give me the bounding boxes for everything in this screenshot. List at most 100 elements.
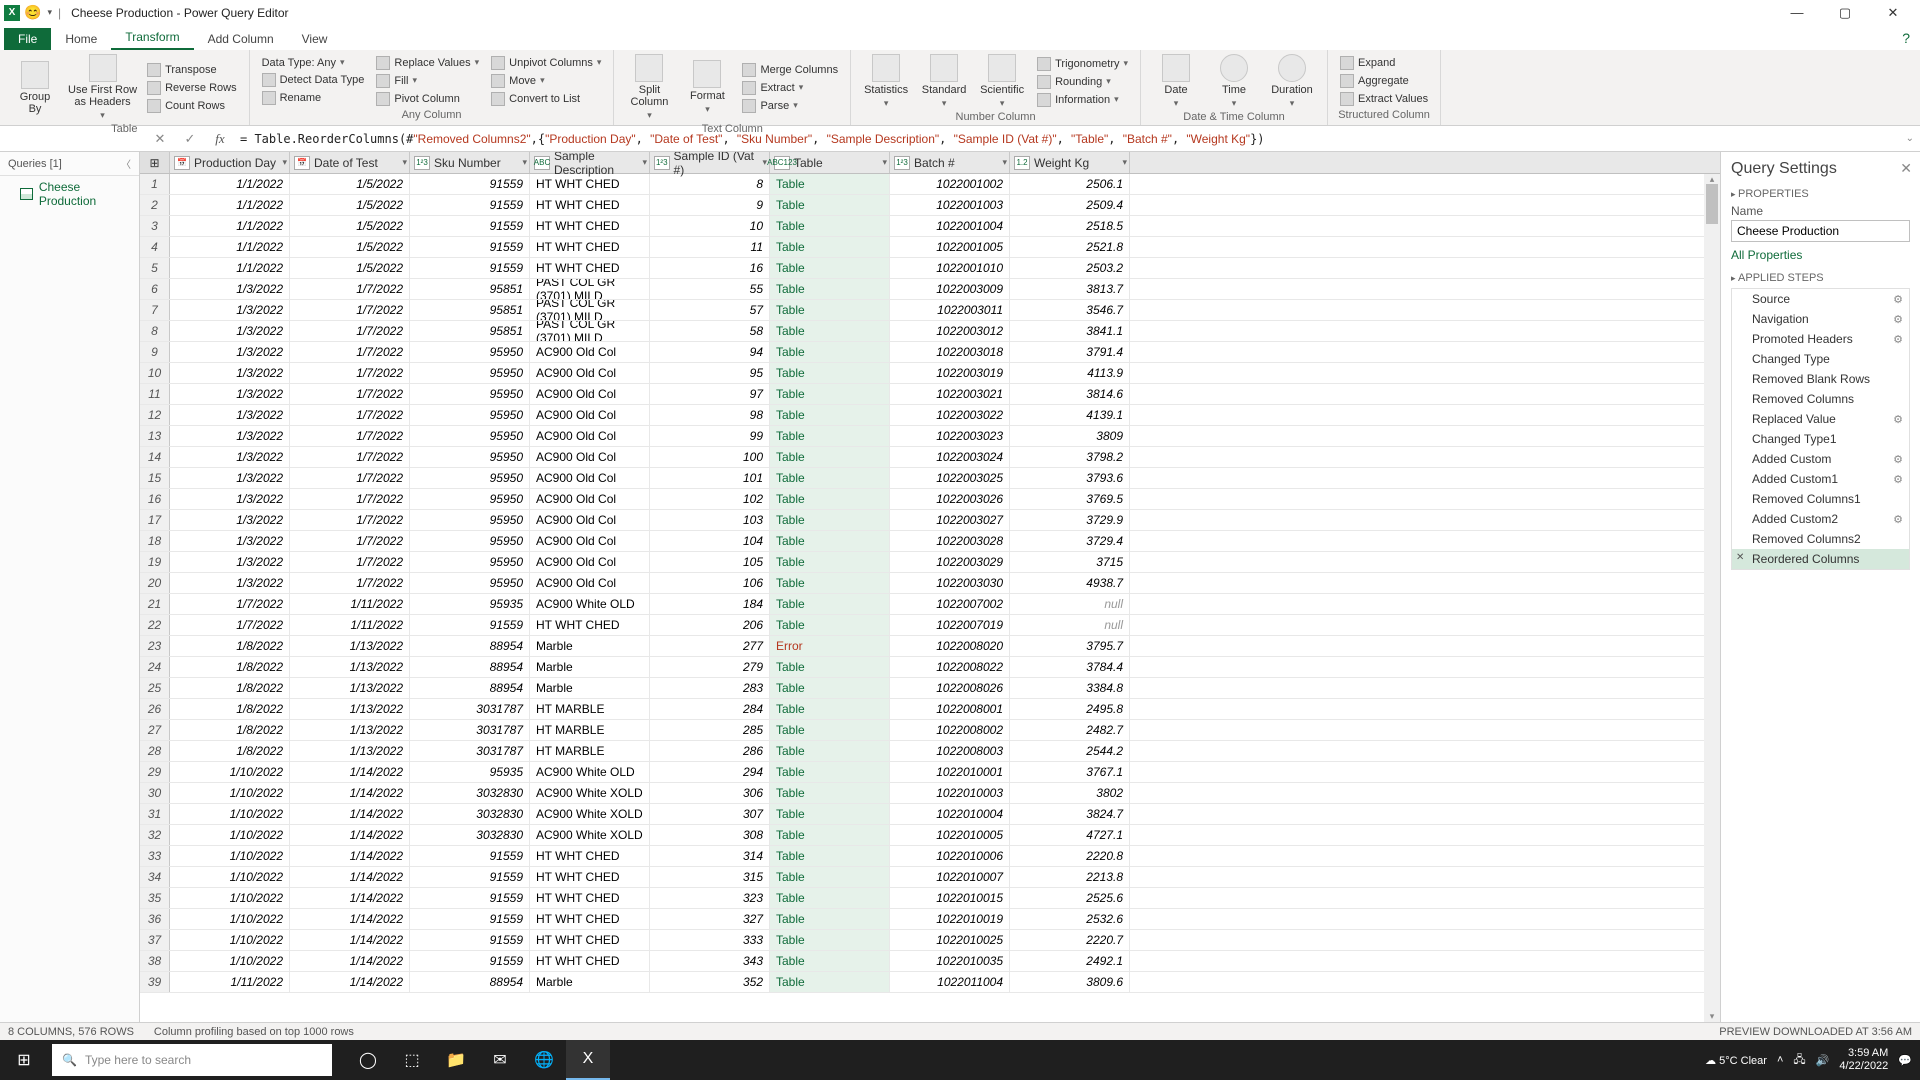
- cell[interactable]: HT WHT CHED: [530, 195, 650, 215]
- column-header[interactable]: 📅Date of Test▾: [290, 152, 410, 173]
- cell[interactable]: 1/3/2022: [170, 279, 290, 299]
- cell[interactable]: 1/10/2022: [170, 930, 290, 950]
- cell[interactable]: HT WHT CHED: [530, 909, 650, 929]
- cell[interactable]: Table: [770, 762, 890, 782]
- cell[interactable]: 9: [650, 195, 770, 215]
- first-row-headers-button[interactable]: Use First Row as Headers: [68, 54, 137, 121]
- cell[interactable]: 1/5/2022: [290, 174, 410, 194]
- applied-step[interactable]: Replaced Value⚙: [1732, 409, 1909, 429]
- unpivot-button[interactable]: Unpivot Columns: [489, 55, 603, 71]
- cell[interactable]: 1022003021: [890, 384, 1010, 404]
- cell[interactable]: 327: [650, 909, 770, 929]
- cell[interactable]: Table: [770, 867, 890, 887]
- cell[interactable]: 1/3/2022: [170, 426, 290, 446]
- cell[interactable]: 1/3/2022: [170, 363, 290, 383]
- cell[interactable]: 1/7/2022: [290, 342, 410, 362]
- cell[interactable]: Table: [770, 783, 890, 803]
- cell[interactable]: Table: [770, 846, 890, 866]
- cell[interactable]: 1022003029: [890, 552, 1010, 572]
- table-row[interactable]: 81/3/20221/7/202295851PAST COL GR (3701)…: [140, 321, 1720, 342]
- cell[interactable]: HT WHT CHED: [530, 237, 650, 257]
- cell[interactable]: Table: [770, 195, 890, 215]
- table-row[interactable]: 71/3/20221/7/202295851PAST COL GR (3701)…: [140, 300, 1720, 321]
- table-row[interactable]: 251/8/20221/13/202288954Marble283Table10…: [140, 678, 1720, 699]
- cell[interactable]: 1/14/2022: [290, 846, 410, 866]
- cell[interactable]: 1/5/2022: [290, 195, 410, 215]
- cell[interactable]: 91559: [410, 888, 530, 908]
- cell[interactable]: 55: [650, 279, 770, 299]
- cell[interactable]: 4139.1: [1010, 405, 1130, 425]
- cell[interactable]: 1/7/2022: [290, 531, 410, 551]
- cell[interactable]: 1022011004: [890, 972, 1010, 992]
- query-item[interactable]: Cheese Production: [0, 176, 139, 212]
- cell[interactable]: 4113.9: [1010, 363, 1130, 383]
- table-row[interactable]: 191/3/20221/7/202295950AC900 Old Col105T…: [140, 552, 1720, 573]
- tab-add-column[interactable]: Add Column: [194, 28, 288, 50]
- column-header[interactable]: ABCSample Description▾: [530, 152, 650, 173]
- cell[interactable]: 1/11/2022: [170, 972, 290, 992]
- cell[interactable]: HT WHT CHED: [530, 258, 650, 278]
- count-rows-button[interactable]: Count Rows: [145, 98, 239, 114]
- fill-button[interactable]: Fill: [374, 73, 481, 89]
- cell[interactable]: 314: [650, 846, 770, 866]
- cell[interactable]: 3793.6: [1010, 468, 1130, 488]
- cell[interactable]: AC900 Old Col: [530, 447, 650, 467]
- table-row[interactable]: 281/8/20221/13/20223031787HT MARBLE286Ta…: [140, 741, 1720, 762]
- tab-view[interactable]: View: [288, 28, 342, 50]
- applied-step[interactable]: Promoted Headers⚙: [1732, 329, 1909, 349]
- cell[interactable]: HT MARBLE: [530, 741, 650, 761]
- table-row[interactable]: 31/1/20221/5/202291559HT WHT CHED10Table…: [140, 216, 1720, 237]
- table-row[interactable]: 141/3/20221/7/202295950AC900 Old Col100T…: [140, 447, 1720, 468]
- cell[interactable]: Table: [770, 741, 890, 761]
- table-row[interactable]: 161/3/20221/7/202295950AC900 Old Col102T…: [140, 489, 1720, 510]
- cell[interactable]: HT WHT CHED: [530, 615, 650, 635]
- cell[interactable]: Table: [770, 468, 890, 488]
- cell[interactable]: 3032830: [410, 804, 530, 824]
- table-row[interactable]: 371/10/20221/14/202291559HT WHT CHED333T…: [140, 930, 1720, 951]
- cell[interactable]: 1/14/2022: [290, 804, 410, 824]
- cell[interactable]: 1/1/2022: [170, 195, 290, 215]
- cell[interactable]: AC900 White OLD: [530, 762, 650, 782]
- cell[interactable]: AC900 White XOLD: [530, 783, 650, 803]
- table-row[interactable]: 61/3/20221/7/202295851PAST COL GR (3701)…: [140, 279, 1720, 300]
- reverse-rows-button[interactable]: Reverse Rows: [145, 80, 239, 96]
- cell[interactable]: 1022010007: [890, 867, 1010, 887]
- cell[interactable]: 1/3/2022: [170, 573, 290, 593]
- cell[interactable]: 1022003012: [890, 321, 1010, 341]
- cell[interactable]: Table: [770, 552, 890, 572]
- cell[interactable]: 1/7/2022: [290, 552, 410, 572]
- cell[interactable]: 1/13/2022: [290, 741, 410, 761]
- cell[interactable]: 94: [650, 342, 770, 362]
- cell[interactable]: 91559: [410, 174, 530, 194]
- cell[interactable]: 3802: [1010, 783, 1130, 803]
- cell[interactable]: 1022003030: [890, 573, 1010, 593]
- cell[interactable]: 285: [650, 720, 770, 740]
- time-button[interactable]: Time: [1209, 54, 1259, 109]
- cell[interactable]: 95851: [410, 279, 530, 299]
- applied-step[interactable]: Changed Type: [1732, 349, 1909, 369]
- information-button[interactable]: Information: [1035, 92, 1130, 108]
- cell[interactable]: 91559: [410, 867, 530, 887]
- cell[interactable]: AC900 Old Col: [530, 342, 650, 362]
- cell[interactable]: 3546.7: [1010, 300, 1130, 320]
- row-number-header[interactable]: ⊞: [140, 152, 170, 173]
- cell[interactable]: 91559: [410, 951, 530, 971]
- cell[interactable]: 1/8/2022: [170, 741, 290, 761]
- column-header[interactable]: 1²3Sample ID (Vat #)▾: [650, 152, 770, 173]
- cell[interactable]: 1/10/2022: [170, 951, 290, 971]
- cell[interactable]: 1/3/2022: [170, 468, 290, 488]
- cell[interactable]: 1/7/2022: [290, 468, 410, 488]
- cell[interactable]: AC900 Old Col: [530, 363, 650, 383]
- cell[interactable]: null: [1010, 594, 1130, 614]
- cell[interactable]: Table: [770, 489, 890, 509]
- cell[interactable]: 1/10/2022: [170, 909, 290, 929]
- cell[interactable]: Table: [770, 279, 890, 299]
- cell[interactable]: 1022003009: [890, 279, 1010, 299]
- column-header[interactable]: 1²3Sku Number▾: [410, 152, 530, 173]
- cell[interactable]: 3729.4: [1010, 531, 1130, 551]
- table-row[interactable]: 101/3/20221/7/202295950AC900 Old Col95Ta…: [140, 363, 1720, 384]
- cell[interactable]: 100: [650, 447, 770, 467]
- applied-step[interactable]: Added Custom⚙: [1732, 449, 1909, 469]
- cell[interactable]: 1/3/2022: [170, 300, 290, 320]
- rounding-button[interactable]: Rounding: [1035, 74, 1130, 90]
